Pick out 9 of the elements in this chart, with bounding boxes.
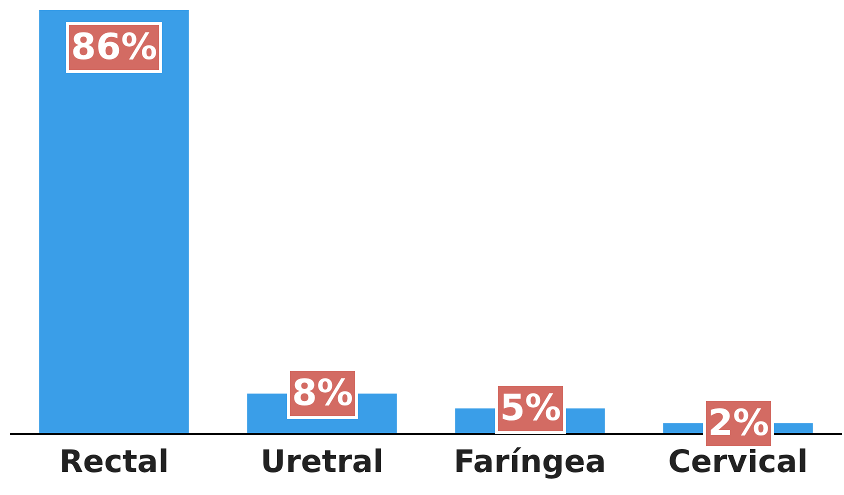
data-label: 86%	[71, 27, 158, 68]
data-label: 5%	[500, 388, 562, 429]
data-label: 2%	[708, 403, 770, 444]
bar	[39, 10, 189, 433]
x-tick-label: Rectal	[59, 444, 169, 480]
x-tick-label: Cervical	[668, 444, 808, 480]
x-tick-label: Uretral	[260, 444, 384, 480]
data-label: 8%	[292, 373, 354, 414]
x-tick-label: Faríngea	[454, 444, 606, 480]
